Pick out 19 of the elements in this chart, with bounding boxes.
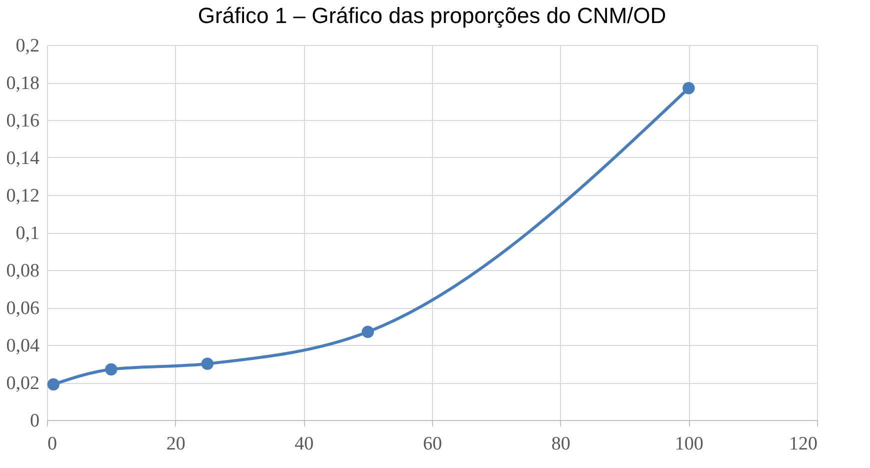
y-tick-label: 0,06 [6, 298, 40, 319]
chart-title: Gráfico 1 – Gráfico das proporções do CNM/OD [198, 3, 666, 28]
y-tick-label: 0 [30, 410, 40, 432]
x-tick-label: 100 [674, 434, 704, 454]
x-tick-label: 120 [789, 434, 818, 454]
y-tick-label: 0,18 [6, 73, 40, 94]
y-tick-label: 0,08 [6, 260, 40, 282]
y-tick-label: 0,02 [6, 373, 40, 394]
y-tick-label: 0,12 [6, 186, 40, 206]
y-tick-label: 0,14 [6, 148, 40, 169]
x-tick-label: 20 [166, 434, 186, 454]
x-tick-label: 0 [48, 434, 57, 454]
y-tick-label: 0,2 [16, 36, 40, 56]
y-tick-label: 0,16 [6, 110, 40, 132]
x-tick-label: 80 [551, 434, 570, 454]
x-tick-label: 60 [423, 434, 442, 454]
y-tick-label: 0,04 [6, 336, 40, 356]
y-tick-label: 0,1 [16, 223, 40, 244]
x-tick-label: 40 [294, 434, 314, 454]
